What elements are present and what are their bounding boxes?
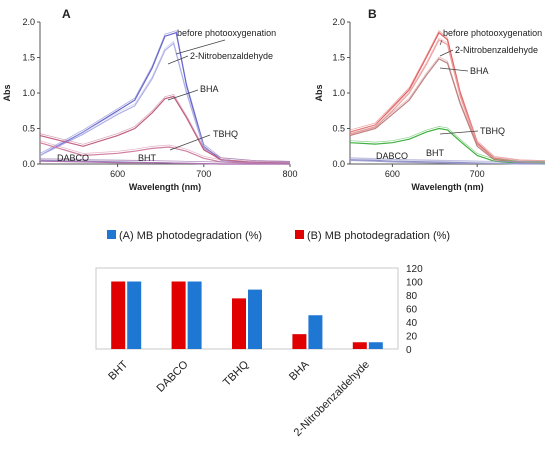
series-line: [39, 142, 291, 165]
annotation-leader: [439, 49, 454, 57]
series-line-shadow: [349, 126, 545, 162]
bar-y-tick-label: 80: [406, 291, 418, 302]
series-annotation: 2-Nitrobenzaldehyde: [190, 51, 273, 61]
x-axis-title: Wavelength (nm): [129, 182, 201, 192]
annotation-leader: [167, 89, 199, 101]
bar-category-label: TBHQ: [221, 358, 251, 388]
y-tick-label: 2.0: [332, 17, 345, 27]
bar-category-label: BHA: [287, 358, 312, 383]
bar-a: [127, 281, 142, 349]
annotation-leader: [439, 130, 479, 135]
series-annotation: TBHQ: [480, 126, 505, 136]
series-line: [349, 58, 546, 164]
annotation-leader: [167, 55, 189, 65]
series-line-shadow: [39, 94, 291, 162]
series-line-shadow: [39, 40, 291, 162]
bar-y-tick-label: 60: [406, 305, 418, 316]
legend-swatch-b: [295, 230, 304, 239]
annotation-leader: [439, 67, 469, 72]
series-line: [349, 159, 545, 165]
bar-b: [171, 281, 186, 349]
x-tick-label: 700: [196, 169, 211, 179]
series-annotation: before photooxygenation: [443, 28, 542, 38]
bar-plot-frame: [95, 267, 399, 350]
y-axis-title: Abs: [314, 84, 324, 101]
legend-swatch-a: [107, 230, 116, 239]
y-tick-label: 0.5: [22, 124, 35, 134]
y-tick-label: 0.5: [332, 124, 345, 134]
bar-b: [232, 298, 246, 349]
panel-label: B: [368, 7, 377, 21]
bar-b: [292, 334, 307, 349]
bar-a: [308, 315, 323, 349]
legend-label-a: (A) MB photodegradation (%): [119, 230, 262, 242]
series-line-shadow: [349, 157, 546, 163]
bar-category-label: BHT: [106, 358, 130, 382]
legend-label-b: (B) MB photodegradation (%): [307, 230, 450, 242]
y-tick-label: 1.5: [22, 53, 35, 63]
series-annotation: BHA: [200, 84, 219, 94]
annotation-leader: [169, 134, 211, 151]
y-axis-title: Abs: [2, 84, 12, 101]
series-annotation: DABCO: [57, 153, 89, 163]
series-annotation: TBHQ: [213, 129, 238, 139]
x-tick-label: 600: [110, 169, 125, 179]
bar-b: [111, 281, 126, 349]
bar-y-tick-label: 0: [406, 345, 412, 356]
bar-y-tick-label: 40: [406, 318, 418, 329]
panel-label: A: [62, 7, 71, 21]
series-line-shadow: [349, 37, 546, 161]
bar-category-label: DABCO: [155, 358, 191, 394]
bar-a: [368, 342, 383, 349]
bar-y-tick-label: 120: [406, 264, 423, 275]
y-tick-label: 1.0: [22, 88, 35, 98]
series-line-shadow: [349, 158, 545, 163]
series-annotation: before photooxygenation: [177, 28, 276, 38]
y-tick-label: 0.0: [22, 159, 35, 169]
series-line: [39, 160, 290, 165]
y-tick-label: 2.0: [22, 17, 35, 27]
x-tick-label: 800: [282, 169, 297, 179]
bar-b: [352, 342, 367, 349]
series-annotation: BHT: [138, 153, 157, 163]
x-tick-label: 600: [385, 169, 400, 179]
y-tick-label: 1.0: [332, 88, 345, 98]
bar-a: [248, 289, 262, 349]
series-line-shadow: [39, 158, 290, 163]
series-line-shadow: [349, 56, 546, 162]
series-annotation: BHA: [470, 66, 489, 76]
bar-y-tick-label: 100: [406, 278, 423, 289]
series-annotation: BHT: [426, 148, 445, 158]
series-line-shadow: [349, 30, 546, 161]
y-tick-label: 1.5: [332, 53, 345, 63]
y-tick-label: 0.0: [332, 159, 345, 169]
annotation-leader: [175, 39, 226, 55]
x-tick-label: 700: [470, 169, 485, 179]
series-annotation: DABCO: [376, 151, 408, 161]
annotation-leader: [439, 39, 443, 46]
x-axis-title: Wavelength (nm): [411, 182, 483, 192]
series-annotation: 2-Nitrobenzaldehyde: [455, 45, 538, 55]
bar-y-tick-label: 20: [406, 332, 418, 343]
bar-a: [187, 281, 202, 349]
series-line-shadow: [39, 140, 291, 163]
